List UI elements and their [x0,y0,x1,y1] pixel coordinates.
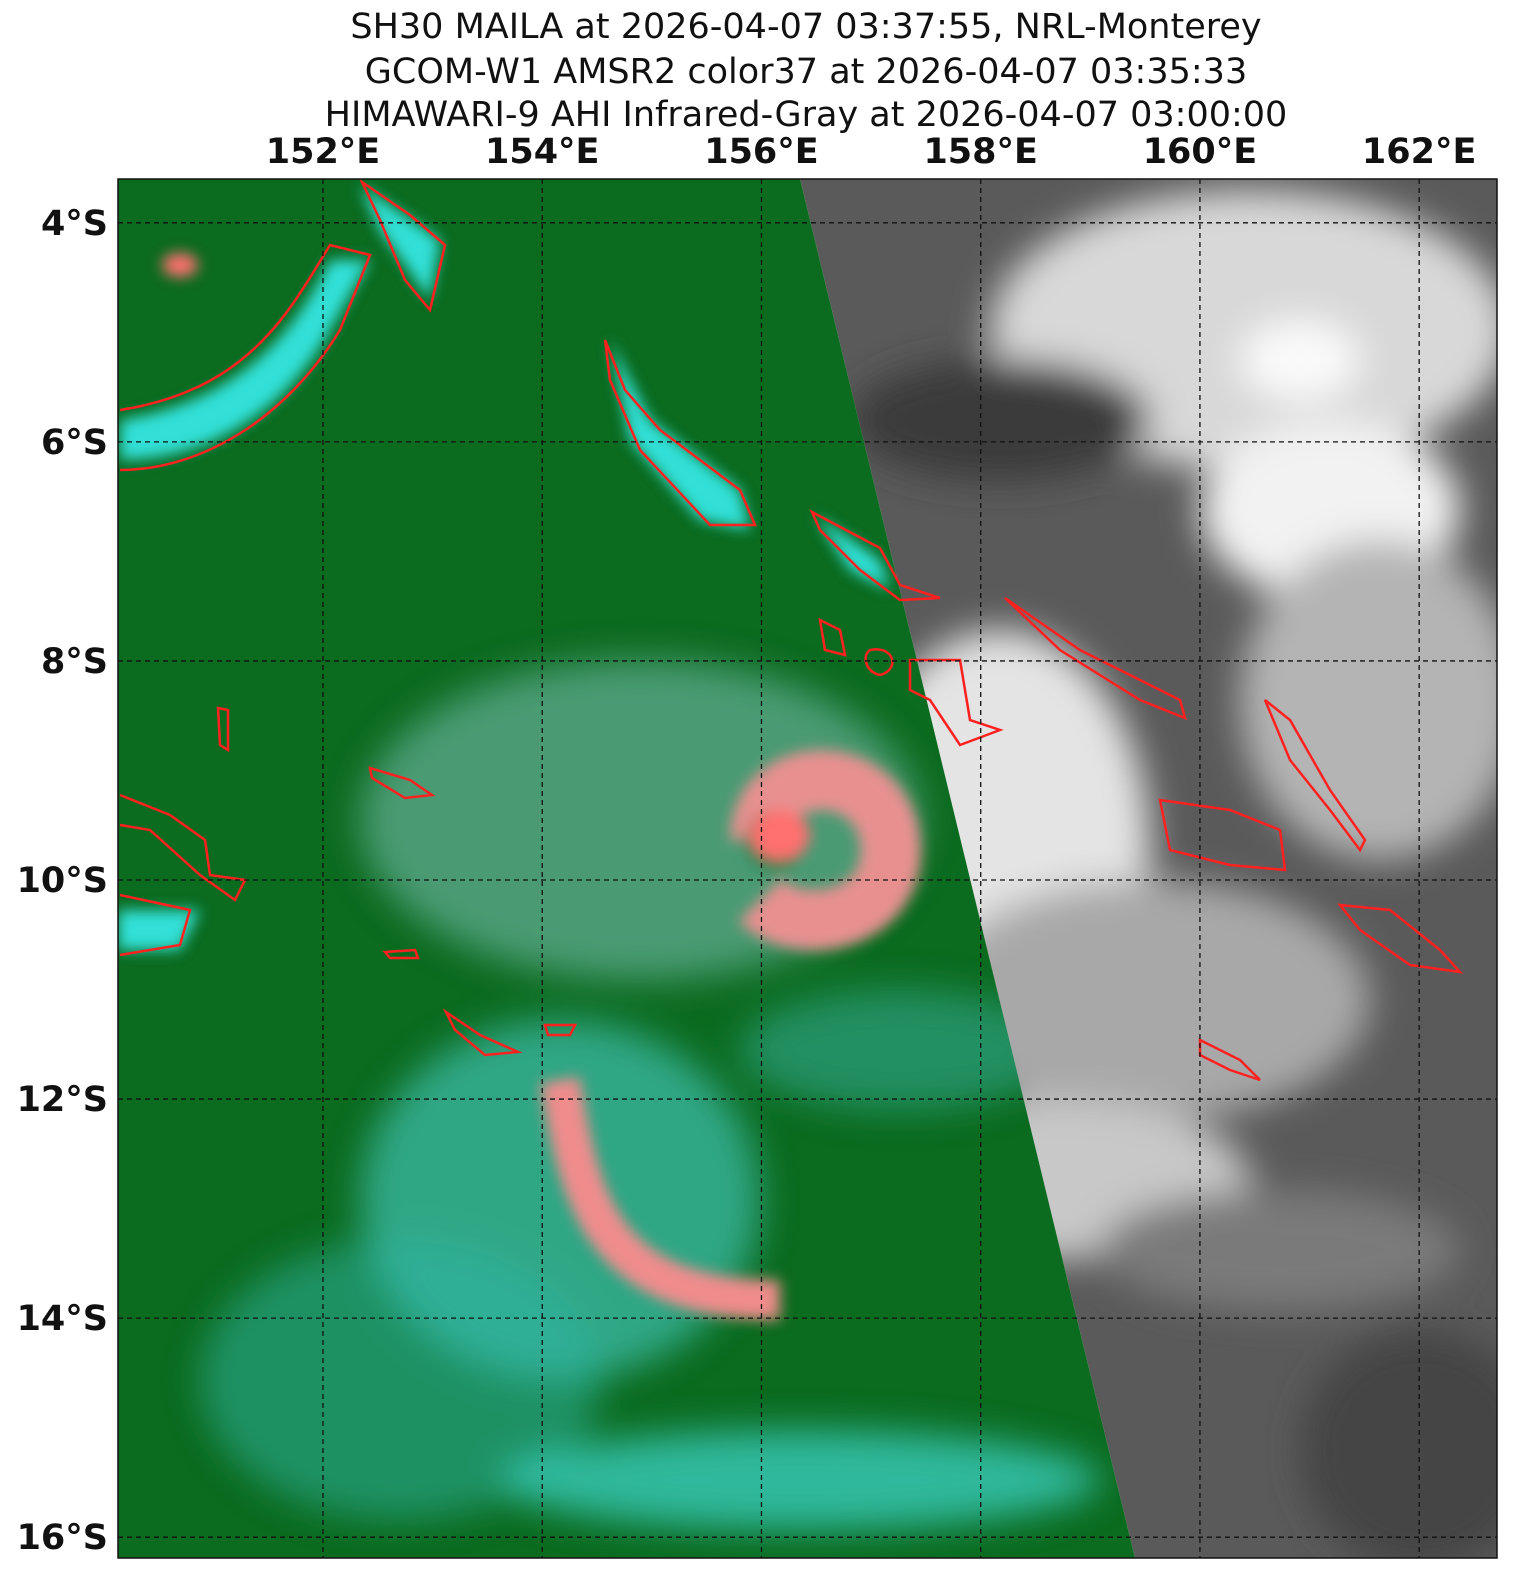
title-line: GCOM-W1 AMSR2 color37 at 2026-04-07 03:3… [365,52,1247,92]
x-tick-label: 154°E [485,132,599,172]
y-tick-label: 12°S [17,1080,108,1120]
y-tick-label: 8°S [41,642,108,682]
x-tick-label: 152°E [266,132,380,172]
y-tick-label: 10°S [17,861,108,901]
plot-frame [117,178,1498,1559]
y-tick-label: 16°S [17,1518,108,1558]
y-tick-label: 14°S [17,1299,108,1339]
coastlines [119,179,1464,1082]
y-tick-label: 6°S [41,423,108,463]
x-tick-label: 162°E [1362,132,1476,172]
title-line: HIMAWARI-9 AHI Infrared-Gray at 2026-04-… [325,95,1288,135]
x-tick-label: 156°E [704,132,818,172]
imagery [118,179,1497,1558]
axes: 152°E 154°E 156°E 158°E 160°E 162°E 4°S 6°S 8°S 1… [17,132,1497,1558]
x-tick-label: 160°E [1143,132,1257,172]
x-tick-label: 158°E [923,132,1037,172]
title-line: SH30 MAILA at 2026-04-07 03:37:55, NRL-M… [350,7,1261,47]
y-tick-label: 4°S [41,204,108,244]
